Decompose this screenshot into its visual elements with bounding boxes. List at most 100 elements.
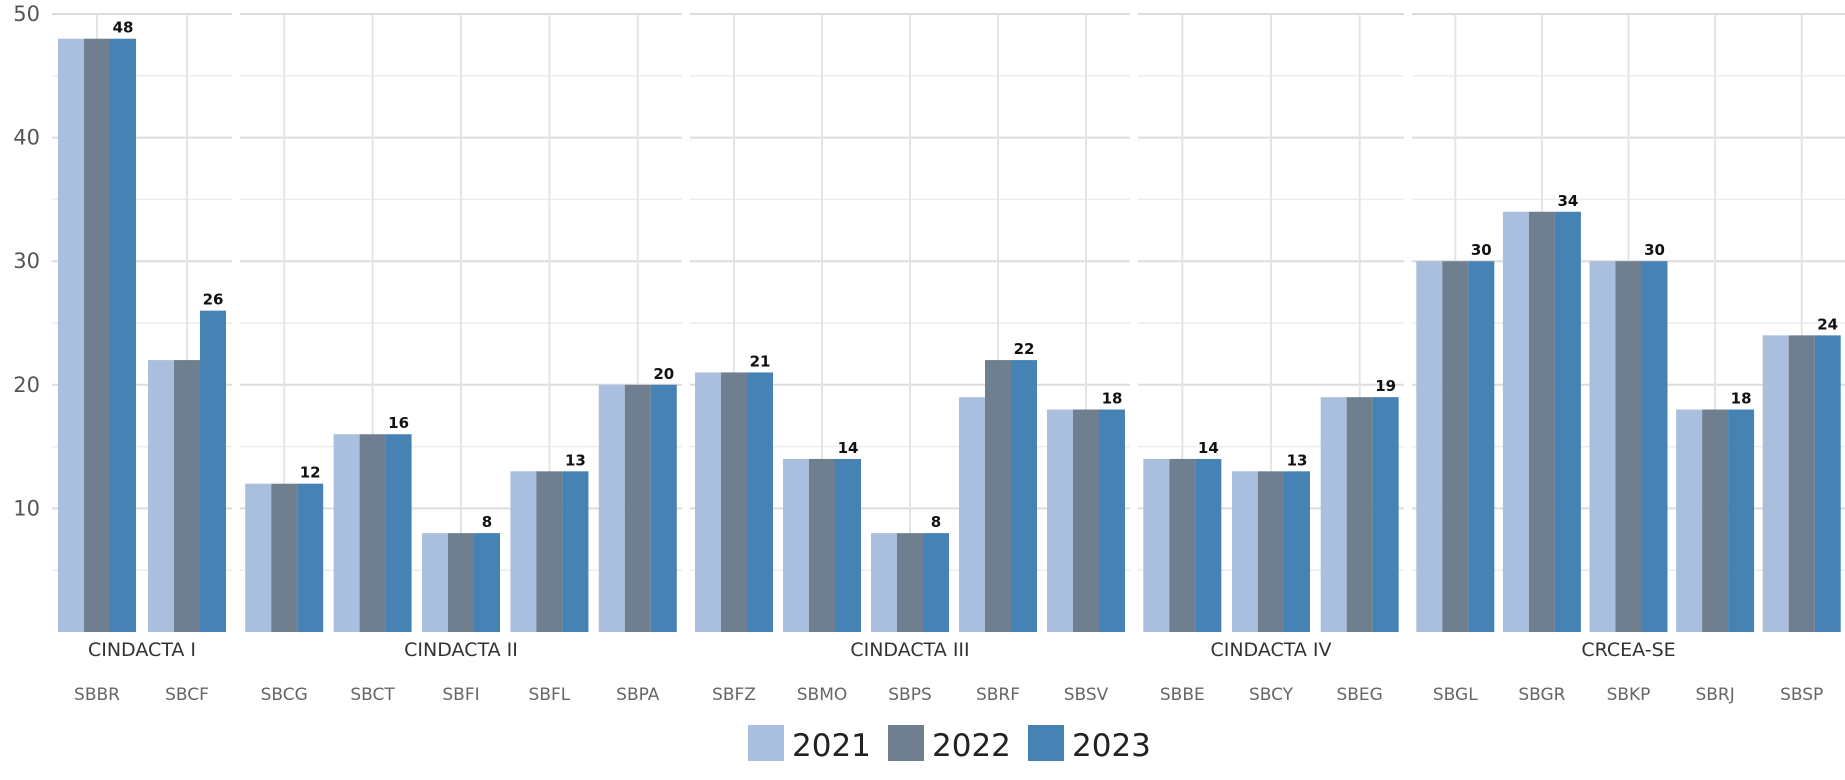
data-label: 26 bbox=[203, 291, 224, 309]
category-label: SBSV bbox=[1064, 685, 1109, 705]
data-label: 8 bbox=[482, 513, 492, 531]
bar-sbcf-2023 bbox=[200, 310, 226, 632]
category-label: SBFI bbox=[442, 685, 479, 705]
bar-sbct-2022 bbox=[359, 434, 386, 632]
group-label: CINDACTA I bbox=[88, 639, 196, 661]
data-label: 21 bbox=[750, 352, 771, 370]
y-tick-label: 30 bbox=[13, 249, 40, 273]
category-label: SBSP bbox=[1780, 685, 1823, 705]
bar-sbsv-2021 bbox=[1047, 409, 1073, 632]
category-label: SBKP bbox=[1607, 685, 1651, 705]
bar-sbct-2023 bbox=[385, 434, 412, 632]
bar-sbfz-2022 bbox=[721, 372, 747, 632]
bar-sbgl-2021 bbox=[1416, 261, 1443, 632]
bar-sbpa-2022 bbox=[624, 384, 651, 632]
y-tick-label: 50 bbox=[13, 2, 40, 26]
bar-sbcy-2023 bbox=[1284, 471, 1310, 632]
group-label: CINDACTA II bbox=[404, 639, 518, 661]
bar-sbfl-2022 bbox=[536, 471, 563, 632]
bar-sbcg-2021 bbox=[245, 483, 272, 632]
data-label: 34 bbox=[1557, 192, 1578, 210]
category-label: SBBR bbox=[74, 685, 120, 705]
category-label: SBCT bbox=[350, 685, 395, 705]
category-label: SBMO bbox=[797, 685, 848, 705]
category-label: SBRF bbox=[976, 685, 1020, 705]
bar-sbgr-2023 bbox=[1554, 211, 1581, 632]
bar-sbkp-2022 bbox=[1615, 261, 1642, 632]
y-tick-label: 10 bbox=[13, 496, 40, 520]
legend-swatch-2022 bbox=[888, 725, 924, 761]
bar-sbpa-2023 bbox=[650, 384, 677, 632]
category-label: SBEG bbox=[1336, 685, 1382, 705]
data-label: 16 bbox=[388, 414, 409, 432]
bar-sbsp-2022 bbox=[1788, 335, 1815, 632]
data-label: 24 bbox=[1817, 315, 1838, 333]
bar-sbgl-2023 bbox=[1468, 261, 1495, 632]
bar-sbcy-2021 bbox=[1232, 471, 1258, 632]
bar-sbrf-2022 bbox=[985, 360, 1011, 632]
bar-sbsv-2023 bbox=[1099, 409, 1125, 632]
bar-sbfi-2023 bbox=[474, 533, 500, 632]
category-label: SBFZ bbox=[712, 685, 756, 705]
bar-sbsp-2021 bbox=[1762, 335, 1789, 632]
bar-sbcg-2022 bbox=[271, 483, 298, 632]
category-label: SBFL bbox=[529, 685, 571, 705]
legend-label: 2023 bbox=[1072, 728, 1151, 764]
data-label: 13 bbox=[565, 451, 586, 469]
group-label: CRCEA-SE bbox=[1581, 639, 1675, 661]
bar-sbbr-2021 bbox=[58, 38, 84, 633]
data-label: 14 bbox=[838, 439, 859, 457]
y-tick-label: 40 bbox=[13, 126, 40, 150]
data-label: 18 bbox=[1731, 390, 1752, 408]
group-label: CINDACTA III bbox=[850, 639, 969, 661]
bar-sbrj-2023 bbox=[1728, 409, 1755, 632]
bar-sbmo-2022 bbox=[809, 458, 835, 632]
data-label: 8 bbox=[931, 513, 941, 531]
bar-sbmo-2023 bbox=[835, 458, 861, 632]
data-label: 22 bbox=[1014, 340, 1035, 358]
legend-label: 2022 bbox=[932, 728, 1011, 764]
bar-sbeg-2022 bbox=[1346, 397, 1373, 632]
bar-sbeg-2021 bbox=[1320, 397, 1347, 632]
bar-sbps-2023 bbox=[923, 533, 949, 632]
y-tick-label: 20 bbox=[13, 373, 40, 397]
data-label: 20 bbox=[653, 365, 674, 383]
legend-swatch-2023 bbox=[1028, 725, 1064, 761]
bar-sbgl-2022 bbox=[1442, 261, 1469, 632]
bar-sbrf-2021 bbox=[959, 397, 985, 632]
data-label: 30 bbox=[1644, 241, 1665, 259]
data-label: 14 bbox=[1198, 439, 1219, 457]
bar-sbmo-2021 bbox=[783, 458, 809, 632]
bar-sbcg-2023 bbox=[297, 483, 324, 632]
bar-sbct-2021 bbox=[333, 434, 360, 632]
category-label: SBPS bbox=[888, 685, 932, 705]
bar-sbbr-2023 bbox=[110, 38, 136, 633]
bar-sbpa-2021 bbox=[598, 384, 625, 632]
category-label: SBRJ bbox=[1695, 685, 1734, 705]
legend-label: 2021 bbox=[792, 728, 871, 764]
labels-layer: 48 26 12 16 8 13 20 21 14 8 22 18 14 13 19 30 34 30 18 24 bbox=[113, 19, 1839, 531]
category-label: SBCY bbox=[1249, 685, 1294, 705]
category-label: SBPA bbox=[616, 685, 660, 705]
bar-sbsp-2023 bbox=[1814, 335, 1841, 632]
bar-sbbe-2022 bbox=[1169, 458, 1196, 632]
bar-sbgr-2021 bbox=[1502, 211, 1529, 632]
axis-layer: 10 20 30 40 50 SBBR SBCF CINDACTA I SBCG SBCT SBFI… bbox=[13, 2, 1823, 705]
legend-swatch-2021 bbox=[748, 725, 784, 761]
bar-sbbe-2023 bbox=[1195, 458, 1222, 632]
bar-sbfl-2021 bbox=[510, 471, 537, 632]
legend: 2021 2022 2023 bbox=[748, 725, 1151, 764]
bar-sbfl-2023 bbox=[562, 471, 589, 632]
data-label: 48 bbox=[113, 19, 134, 37]
bar-sbps-2021 bbox=[871, 533, 897, 632]
bar-sbeg-2023 bbox=[1372, 397, 1399, 632]
category-label: SBBE bbox=[1160, 685, 1205, 705]
bar-sbfi-2021 bbox=[422, 533, 448, 632]
category-label: SBGR bbox=[1518, 685, 1565, 705]
bar-sbbr-2022 bbox=[84, 38, 110, 633]
data-label: 12 bbox=[300, 464, 321, 482]
bar-sbfi-2022 bbox=[448, 533, 474, 632]
bar-sbfz-2021 bbox=[695, 372, 721, 632]
